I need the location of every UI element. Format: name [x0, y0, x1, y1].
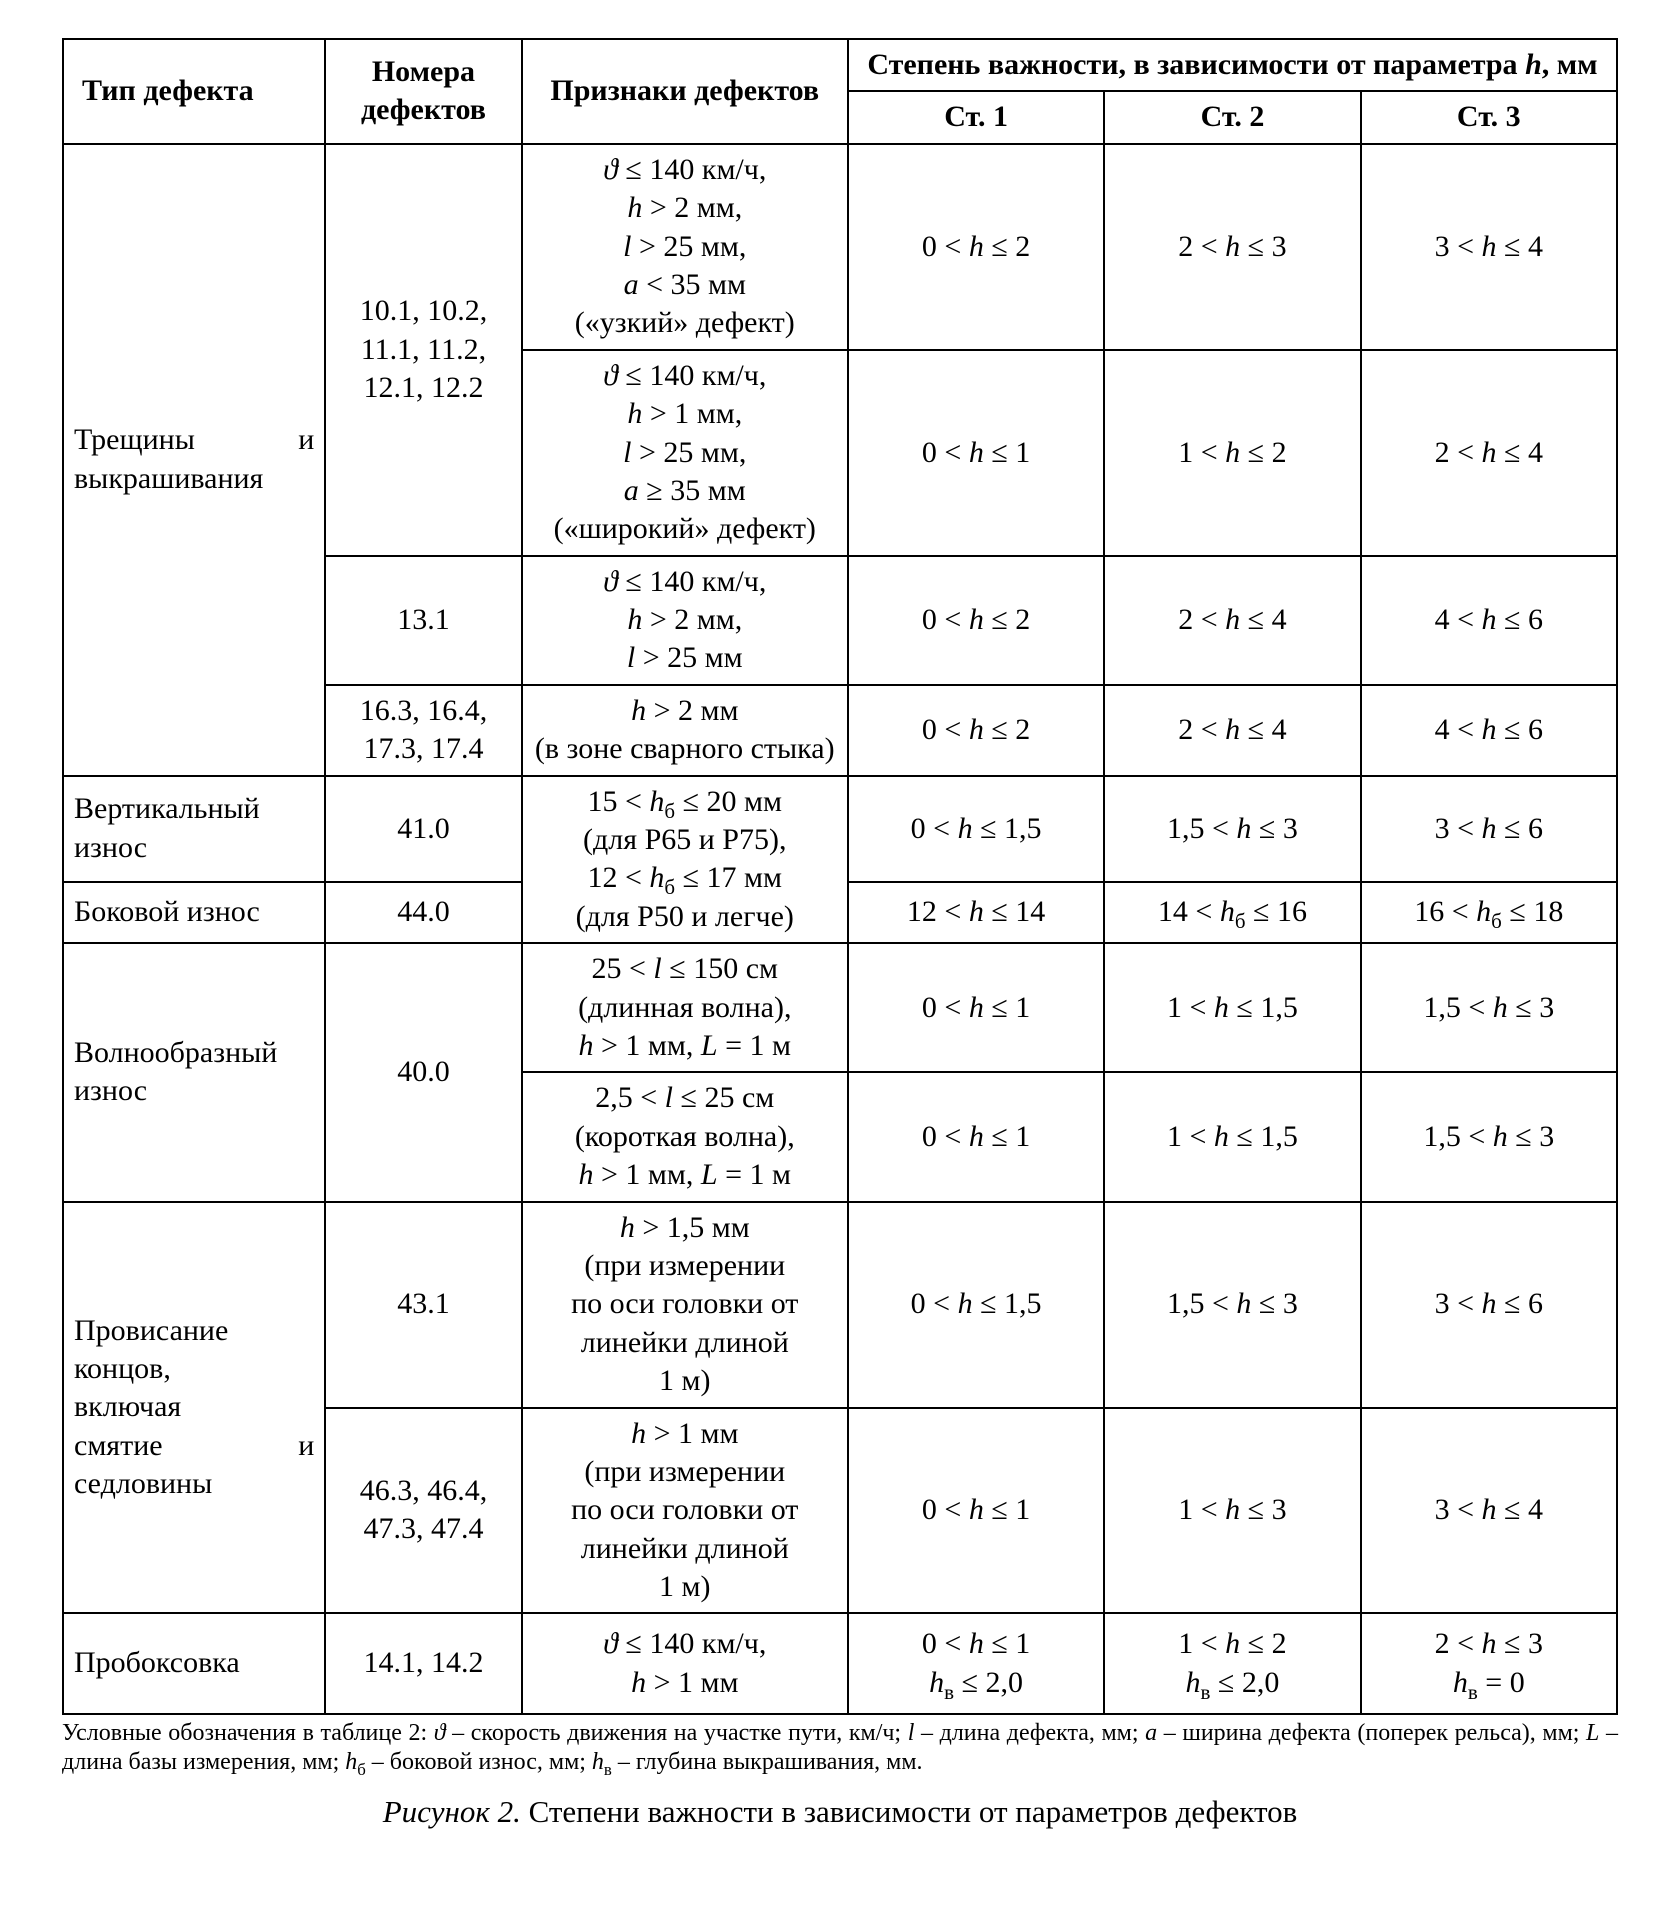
cell-degree: 0 < h ≤ 1hв ≤ 2,0	[848, 1613, 1104, 1713]
figure-label: Рисунок 2.	[383, 1794, 521, 1829]
cell-type: Волнообразный износ	[63, 943, 325, 1201]
table-row: Провисаниеконцов,включаясмятиеиседловины…	[63, 1202, 1617, 1408]
cell-degree: 3 < h ≤ 6	[1361, 1202, 1617, 1408]
cell-numbers: 43.1	[325, 1202, 521, 1408]
cell-numbers: 46.3, 46.4, 47.3, 47.4	[325, 1408, 521, 1614]
cell-degree: 0 < h ≤ 2	[848, 685, 1104, 776]
th-signs: Признаки дефектов	[522, 39, 848, 144]
cell-numbers: 14.1, 14.2	[325, 1613, 521, 1713]
th-d1: Ст. 1	[848, 91, 1104, 143]
th-degree-group: Степень важности, в зависимости от парам…	[848, 39, 1617, 91]
cell-degree: 2 < h ≤ 3	[1104, 144, 1360, 350]
th-degree-var: h	[1525, 48, 1542, 81]
cell-signs: ϑ ≤ 140 км/ч,h > 1 мм	[522, 1613, 848, 1713]
defects-table: Тип дефекта Номера дефектов Признаки деф…	[62, 38, 1618, 1715]
cell-signs: h > 1,5 мм(при измерениипо оси головки о…	[522, 1202, 848, 1408]
cell-degree: 1 < h ≤ 1,5	[1104, 943, 1360, 1072]
cell-degree: 4 < h ≤ 6	[1361, 556, 1617, 685]
cell-numbers: 13.1	[325, 556, 521, 685]
cell-degree: 0 < h ≤ 1	[848, 1072, 1104, 1201]
cell-degree: 1,5 < h ≤ 3	[1361, 943, 1617, 1072]
cell-degree: 0 < h ≤ 1	[848, 350, 1104, 556]
cell-degree: 3 < h ≤ 4	[1361, 1408, 1617, 1614]
cell-numbers: 40.0	[325, 943, 521, 1201]
cell-numbers: 44.0	[325, 882, 521, 943]
th-numbers: Номера дефектов	[325, 39, 521, 144]
table-header-row-1: Тип дефекта Номера дефектов Признаки деф…	[63, 39, 1617, 91]
cell-degree: 12 < h ≤ 14	[848, 882, 1104, 943]
cell-degree: 1,5 < h ≤ 3	[1361, 1072, 1617, 1201]
cell-signs: ϑ ≤ 140 км/ч,h > 1 мм,l > 25 мм,a ≥ 35 м…	[522, 350, 848, 556]
document-page: Тип дефекта Номера дефектов Признаки деф…	[0, 0, 1680, 1870]
cell-numbers: 10.1, 10.2, 11.1, 11.2, 12.1, 12.2	[325, 144, 521, 556]
cell-type: Трещиныивыкрашивания	[63, 144, 325, 776]
cell-degree: 1 < h ≤ 3	[1104, 1408, 1360, 1614]
cell-degree: 2 < h ≤ 4	[1104, 556, 1360, 685]
cell-degree: 3 < h ≤ 6	[1361, 776, 1617, 882]
cell-degree: 3 < h ≤ 4	[1361, 144, 1617, 350]
th-d2: Ст. 2	[1104, 91, 1360, 143]
cell-type: Провисаниеконцов,включаясмятиеиседловины	[63, 1202, 325, 1614]
cell-degree: 0 < h ≤ 1	[848, 1408, 1104, 1614]
cell-degree: 1 < h ≤ 1,5	[1104, 1072, 1360, 1201]
cell-numbers: 41.0	[325, 776, 521, 882]
table-row: Пробоксовка 14.1, 14.2 ϑ ≤ 140 км/ч,h > …	[63, 1613, 1617, 1713]
cell-signs: 2,5 < l ≤ 25 см(короткая волна),h > 1 мм…	[522, 1072, 848, 1201]
cell-degree: 2 < h ≤ 3hв = 0	[1361, 1613, 1617, 1713]
table-row: Трещиныивыкрашивания 10.1, 10.2, 11.1, 1…	[63, 144, 1617, 350]
cell-signs: h > 2 мм(в зоне сварного стыка)	[522, 685, 848, 776]
table-row: Вертикальный износ 41.0 15 < hб ≤ 20 мм(…	[63, 776, 1617, 882]
figure-caption-text: Степени важности в зависимости от параме…	[529, 1794, 1298, 1829]
cell-type: Вертикальный износ	[63, 776, 325, 882]
cell-degree: 1,5 < h ≤ 3	[1104, 776, 1360, 882]
cell-degree: 0 < h ≤ 1	[848, 943, 1104, 1072]
cell-numbers: 16.3, 16.4, 17.3, 17.4	[325, 685, 521, 776]
cell-degree: 2 < h ≤ 4	[1361, 350, 1617, 556]
th-d3: Ст. 3	[1361, 91, 1617, 143]
cell-degree: 4 < h ≤ 6	[1361, 685, 1617, 776]
cell-signs: 15 < hб ≤ 20 мм(для Р65 и Р75),12 < hб ≤…	[522, 776, 848, 944]
cell-degree: 14 < hб ≤ 16	[1104, 882, 1360, 943]
cell-degree: 16 < hб ≤ 18	[1361, 882, 1617, 943]
table-legend-note: Условные обозначения в таблице 2: ϑ – ск…	[62, 1719, 1618, 1777]
cell-signs: h > 1 мм(при измерениипо оси головки отл…	[522, 1408, 848, 1614]
cell-degree: 1 < h ≤ 2	[1104, 350, 1360, 556]
th-degree-text: Степень важности, в зависимости от парам…	[867, 48, 1525, 81]
cell-degree: 0 < h ≤ 1,5	[848, 776, 1104, 882]
cell-degree: 2 < h ≤ 4	[1104, 685, 1360, 776]
cell-type: Боковой износ	[63, 882, 325, 943]
cell-type: Пробоксовка	[63, 1613, 325, 1713]
cell-degree: 0 < h ≤ 2	[848, 556, 1104, 685]
table-row: Волнообразный износ 40.0 25 < l ≤ 150 см…	[63, 943, 1617, 1072]
cell-degree: 0 < h ≤ 1,5	[848, 1202, 1104, 1408]
cell-degree: 1 < h ≤ 2hв ≤ 2,0	[1104, 1613, 1360, 1713]
cell-signs: ϑ ≤ 140 км/ч,h > 2 мм,l > 25 мм,a < 35 м…	[522, 144, 848, 350]
th-type: Тип дефекта	[63, 39, 325, 144]
figure-caption: Рисунок 2. Степени важности в зависимост…	[62, 1794, 1618, 1830]
cell-signs: 25 < l ≤ 150 см(длинная волна),h > 1 мм,…	[522, 943, 848, 1072]
th-degree-unit: , мм	[1542, 48, 1598, 81]
cell-signs: ϑ ≤ 140 км/ч,h > 2 мм,l > 25 мм	[522, 556, 848, 685]
cell-degree: 1,5 < h ≤ 3	[1104, 1202, 1360, 1408]
cell-degree: 0 < h ≤ 2	[848, 144, 1104, 350]
